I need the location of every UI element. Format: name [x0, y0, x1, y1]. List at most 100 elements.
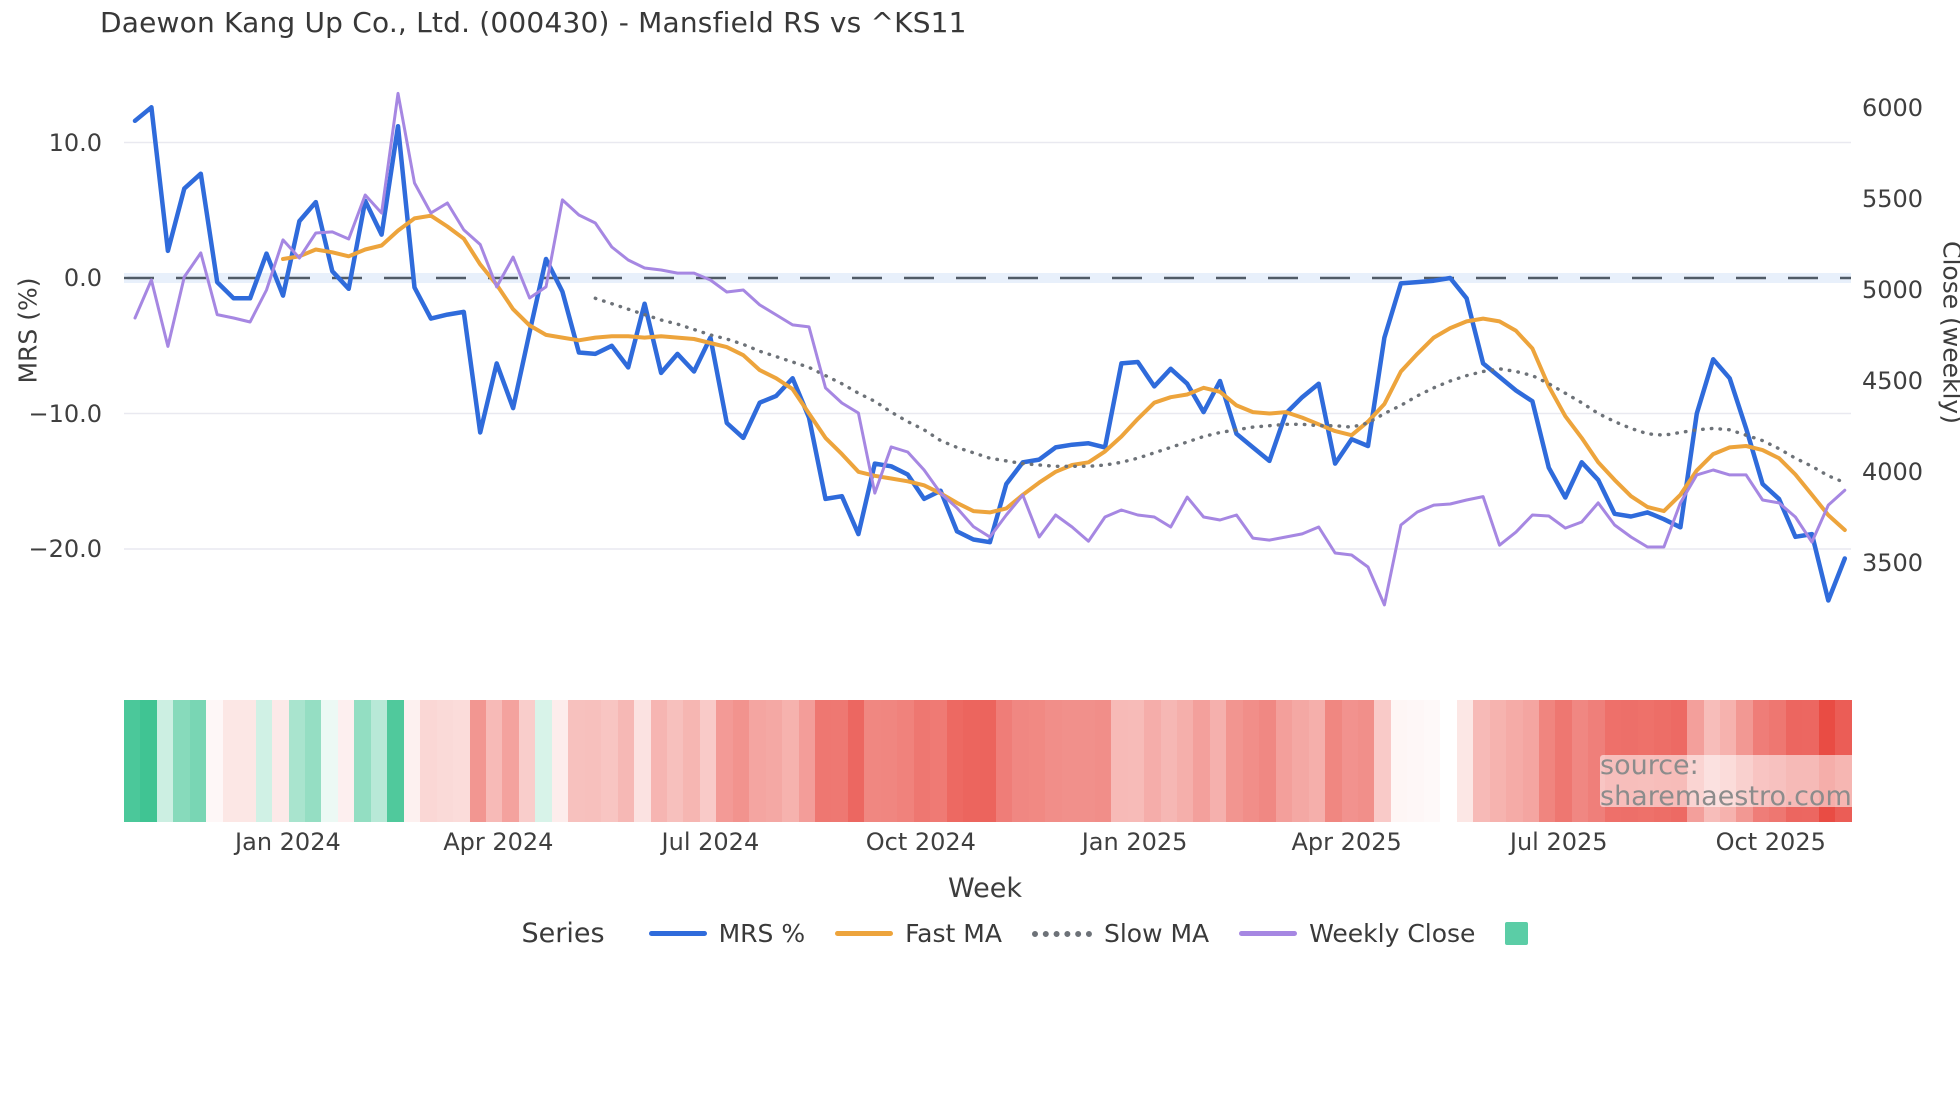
- heatmap-cell: [1045, 700, 1062, 822]
- heatmap-cell: [535, 700, 552, 822]
- series-line-fast-ma: [281, 213, 1847, 532]
- legend-swatch-square: [1505, 922, 1529, 945]
- x-axis-tick: Oct 2025: [1715, 828, 1826, 856]
- heatmap-cell: [765, 700, 783, 822]
- heatmap-cell: [551, 700, 569, 822]
- heatmap-cell: [880, 700, 898, 822]
- series-line-slow-ma: [593, 296, 1847, 485]
- heatmap-cell: [963, 700, 980, 822]
- heatmap-cell: [1012, 700, 1029, 822]
- heatmap-cell: [617, 700, 635, 822]
- heatmap-cell: [420, 700, 437, 822]
- legend-item-mrs[interactable]: MRS %: [648, 919, 806, 948]
- heatmap-cell: [124, 700, 141, 822]
- heatmap-cell: [1160, 700, 1177, 822]
- heatmap-cell: [584, 700, 602, 822]
- legend-item-slow-ma[interactable]: Slow MA: [1031, 919, 1210, 948]
- heatmap-cell: [1094, 700, 1112, 822]
- heatmap-cell: [1193, 700, 1210, 822]
- heatmap-cell: [453, 700, 470, 822]
- heatmap-cell: [749, 700, 766, 822]
- heatmap-cell: [699, 700, 717, 822]
- left-axis-tick: −20.0: [28, 535, 102, 563]
- heatmap-cell: [173, 700, 190, 822]
- legend-swatch-dotted: [1031, 930, 1092, 937]
- heatmap-cell: [1357, 700, 1375, 822]
- heatmap-cell: [1275, 700, 1293, 822]
- heatmap-cell: [634, 700, 651, 822]
- heatmap-cell: [1473, 700, 1490, 822]
- heatmap-cell: [502, 700, 519, 822]
- heatmap-cell: [1028, 700, 1046, 822]
- heatmap-cell: [1423, 700, 1441, 822]
- heatmap-cell: [568, 700, 585, 822]
- heatmap-cell: [518, 700, 536, 822]
- heatmap-cell: [1078, 700, 1095, 822]
- heatmap-cell: [1341, 700, 1358, 822]
- legend-title: Series: [521, 918, 605, 949]
- heatmap-cell: [913, 700, 931, 822]
- heatmap-cell: [140, 700, 157, 822]
- heatmap-cell: [321, 700, 338, 822]
- heatmap-cell: [1407, 700, 1424, 822]
- heatmap-cell: [1390, 700, 1408, 822]
- heatmap-cell: [782, 700, 799, 822]
- heatmap-cell: [1440, 700, 1457, 822]
- heatmap-cell: [831, 700, 848, 822]
- heatmap-cell: [815, 700, 832, 822]
- heatmap-cell: [864, 700, 881, 822]
- legend-swatch-line: [835, 931, 894, 936]
- heatmap-cell: [1111, 700, 1128, 822]
- heatmap-cell: [1308, 700, 1326, 822]
- x-axis-tick: Jan 2025: [1081, 828, 1188, 856]
- heatmap-cell: [272, 700, 289, 822]
- legend-item-label: MRS %: [718, 919, 806, 948]
- heatmap-cell: [1177, 700, 1194, 822]
- heatmap-strip: [124, 700, 1852, 822]
- x-axis-tick: Oct 2024: [865, 828, 976, 856]
- x-axis-title: Week: [948, 873, 1022, 904]
- heatmap-cell: [650, 700, 667, 822]
- heatmap-cell: [222, 700, 240, 822]
- heatmap-cell: [156, 700, 174, 822]
- heatmap-cell: [403, 700, 421, 822]
- heatmap-cell: [1292, 700, 1309, 822]
- source-watermark: source: sharemaestro.com: [1600, 750, 1938, 812]
- heatmap-cell: [370, 700, 388, 822]
- right-axis-tick: 5500: [1862, 185, 1924, 213]
- heatmap-cell: [288, 700, 305, 822]
- heatmap-cell: [979, 700, 997, 822]
- right-axis-tick: 3500: [1862, 549, 1924, 577]
- right-axis-tick: 4000: [1862, 458, 1924, 486]
- heatmap-cell: [1489, 700, 1507, 822]
- chart-title: Daewon Kang Up Co., Ltd. (000430) - Mans…: [100, 6, 967, 39]
- heatmap-cell: [946, 700, 964, 822]
- left-axis-tick: 0.0: [63, 264, 102, 292]
- legend-item-label: Fast MA: [905, 919, 1002, 948]
- x-axis-tick: Jul 2024: [661, 828, 760, 856]
- right-axis-tick: 5000: [1862, 276, 1924, 304]
- legend-item-weekly-close[interactable]: Weekly Close: [1239, 919, 1475, 948]
- heatmap-cell: [1242, 700, 1260, 822]
- legend: Series MRS % Fast MA Slow MA Weekly Close: [0, 918, 1960, 949]
- heatmap-cell: [1061, 700, 1079, 822]
- left-axis-tick: 10.0: [48, 128, 102, 157]
- heatmap-cell: [337, 700, 355, 822]
- heatmap-cell: [847, 700, 865, 822]
- heatmap-cell: [387, 700, 404, 822]
- heatmap-cell: [485, 700, 503, 822]
- right-axis-tick: 4500: [1862, 367, 1924, 395]
- legend-item-fast-ma[interactable]: Fast MA: [835, 919, 1002, 948]
- heatmap-cell: [1456, 700, 1474, 822]
- heatmap-cell: [255, 700, 273, 822]
- series-line-weekly-close: [133, 91, 1847, 607]
- legend-item-blank[interactable]: [1505, 922, 1529, 945]
- heatmap-cell: [1571, 700, 1589, 822]
- heatmap-cell: [1226, 700, 1243, 822]
- heatmap-cell: [732, 700, 750, 822]
- x-axis-tick: Apr 2024: [443, 828, 554, 856]
- x-axis-tick: Jan 2024: [235, 828, 341, 856]
- heatmap-cell: [1209, 700, 1227, 822]
- legend-item-label: Slow MA: [1103, 919, 1210, 948]
